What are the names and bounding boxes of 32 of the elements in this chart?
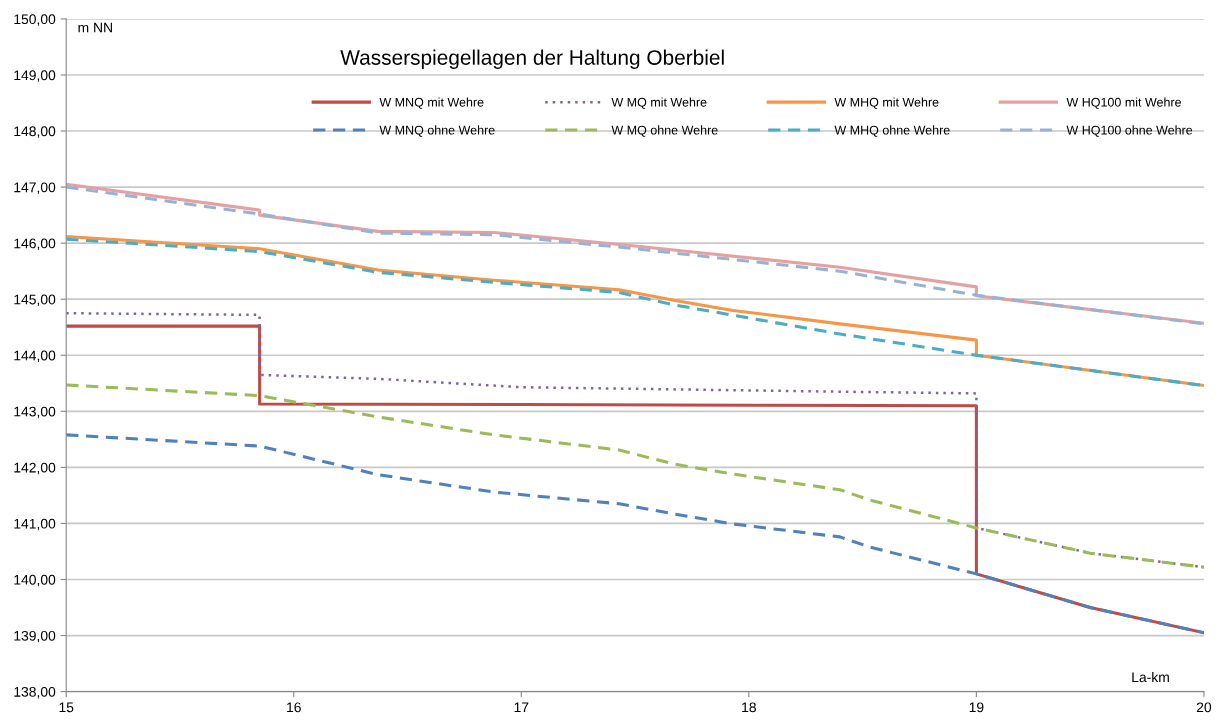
legend-label: W HQ100 ohne Wehre: [1066, 125, 1193, 137]
y-tick-label: 141,00: [14, 518, 56, 531]
text: Wasserspiegellagen der Haltung Oberbiel: [340, 49, 724, 69]
y-tick-label: 144,00: [14, 350, 56, 363]
x-tick-label: 19: [969, 702, 984, 713]
legend-label: W MQ mit Wehre: [611, 97, 707, 109]
legend-label: W MNQ ohne Wehre: [379, 125, 495, 137]
y-tick-label: 143,00: [14, 406, 56, 419]
y-tick-label: 140,00: [14, 574, 56, 587]
y-tick-label: 138,00: [14, 686, 56, 699]
legend-label: W HQ100 mit Wehre: [1066, 97, 1181, 109]
line-series: [66, 383, 1204, 569]
y-axis-title: m NN: [78, 22, 112, 33]
x-tick-label: 18: [742, 702, 756, 713]
x-tick-label: 20: [1196, 702, 1212, 713]
y-tick-label: 150,00: [14, 14, 56, 26]
y-tick-label: 148,00: [14, 126, 56, 138]
line-series: [66, 433, 1204, 635]
legend-label: W MQ ohne Wehre: [611, 125, 718, 137]
legend-label: W MHQ mit Wehre: [834, 97, 939, 109]
x-tick-label: 15: [59, 702, 74, 713]
y-tick-label: 142,00: [14, 462, 56, 475]
x-tick-label: 17: [514, 702, 529, 713]
legend-label: W MHQ ohne Wehre: [834, 125, 950, 137]
y-tick-label: 149,00: [14, 70, 56, 82]
x-axis-title: La-km: [1132, 671, 1169, 683]
x-tick-label: 16: [287, 702, 301, 713]
y-tick-label: 145,00: [14, 294, 56, 307]
y-tick-label: 139,00: [14, 630, 56, 643]
legend-label: W MNQ mit Wehre: [379, 97, 484, 109]
y-tick-label: 147,00: [14, 182, 56, 194]
y-tick-label: 146,00: [14, 238, 56, 250]
